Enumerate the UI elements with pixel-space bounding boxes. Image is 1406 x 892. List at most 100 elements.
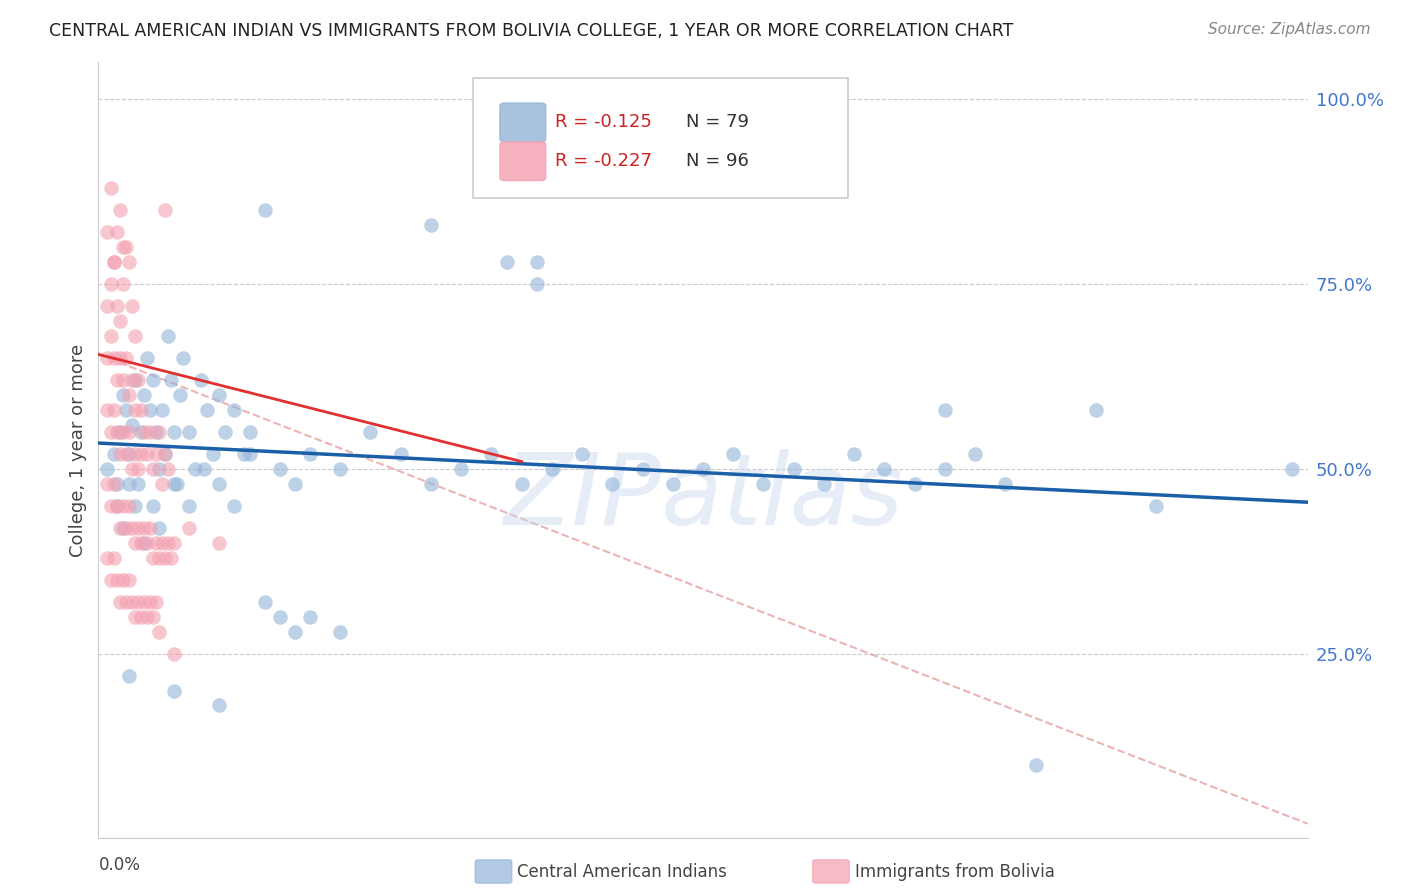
Point (100, 181, 122, 195)
Point (208, 476, 231, 491)
Point (526, 255, 548, 269)
Point (118, 476, 141, 491)
Point (723, 447, 745, 461)
Point (139, 521, 162, 535)
Point (127, 462, 149, 476)
Point (163, 536, 186, 550)
Point (179, 521, 201, 535)
Point (166, 476, 188, 491)
Point (108, 595, 131, 609)
Point (208, 388, 231, 402)
Point (135, 536, 157, 550)
Point (253, 203, 276, 218)
Point (148, 425, 170, 439)
Point (129, 447, 152, 461)
Point (142, 550, 165, 565)
Point (105, 425, 128, 439)
Point (96, 476, 118, 491)
FancyBboxPatch shape (501, 103, 546, 142)
Point (239, 425, 262, 439)
Point (96, 351, 118, 365)
Point (135, 609, 157, 624)
Point (193, 462, 215, 476)
Point (105, 226, 128, 240)
Point (873, 462, 896, 476)
Point (103, 447, 125, 461)
Point (214, 425, 236, 439)
Point (111, 373, 134, 387)
Point (135, 351, 157, 365)
Point (160, 550, 183, 565)
Point (195, 402, 218, 417)
Point (114, 447, 136, 461)
Point (124, 609, 146, 624)
Point (100, 329, 122, 343)
Text: N = 96: N = 96 (686, 153, 749, 170)
Point (108, 203, 131, 218)
Point (124, 447, 146, 461)
Point (163, 683, 186, 698)
Point (163, 425, 186, 439)
Point (111, 277, 134, 292)
Point (118, 447, 141, 461)
Point (118, 573, 141, 587)
Point (153, 550, 176, 565)
Point (148, 550, 170, 565)
Point (96, 226, 118, 240)
Point (96, 462, 118, 476)
Point (450, 462, 472, 476)
Point (124, 329, 146, 343)
Point (163, 647, 186, 661)
Point (111, 521, 134, 535)
Point (692, 462, 714, 476)
Point (114, 402, 136, 417)
Point (103, 255, 125, 269)
Point (108, 425, 131, 439)
Point (179, 425, 201, 439)
Point (284, 476, 307, 491)
Point (184, 462, 207, 476)
Point (129, 609, 152, 624)
Point (118, 425, 141, 439)
Point (631, 462, 654, 476)
Text: Central American Indians: Central American Indians (517, 863, 727, 881)
Point (124, 373, 146, 387)
Point (114, 595, 136, 609)
Point (145, 536, 167, 550)
Point (420, 476, 443, 491)
Point (510, 476, 533, 491)
Point (145, 447, 167, 461)
Point (132, 425, 155, 439)
Point (103, 351, 125, 365)
Point (105, 299, 128, 313)
Point (105, 573, 128, 587)
Point (111, 388, 134, 402)
Point (142, 609, 165, 624)
Point (118, 499, 141, 513)
Point (114, 351, 136, 365)
Point (389, 447, 412, 461)
Point (132, 388, 155, 402)
Point (934, 402, 956, 417)
Point (111, 240, 134, 254)
Point (96, 299, 118, 313)
Point (100, 499, 122, 513)
Point (129, 402, 152, 417)
Point (132, 595, 155, 609)
Point (127, 373, 149, 387)
Point (118, 669, 141, 683)
Point (1144, 499, 1167, 513)
Point (360, 425, 382, 439)
Point (121, 373, 143, 387)
Point (111, 573, 134, 587)
Point (783, 462, 806, 476)
Point (124, 402, 146, 417)
Point (844, 447, 866, 461)
Text: CENTRAL AMERICAN INDIAN VS IMMIGRANTS FROM BOLIVIA COLLEGE, 1 YEAR OR MORE CORRE: CENTRAL AMERICAN INDIAN VS IMMIGRANTS FR… (49, 22, 1014, 40)
Point (108, 521, 131, 535)
Point (121, 521, 143, 535)
Point (232, 447, 254, 461)
Point (224, 499, 246, 513)
Point (96, 402, 118, 417)
Point (114, 521, 136, 535)
